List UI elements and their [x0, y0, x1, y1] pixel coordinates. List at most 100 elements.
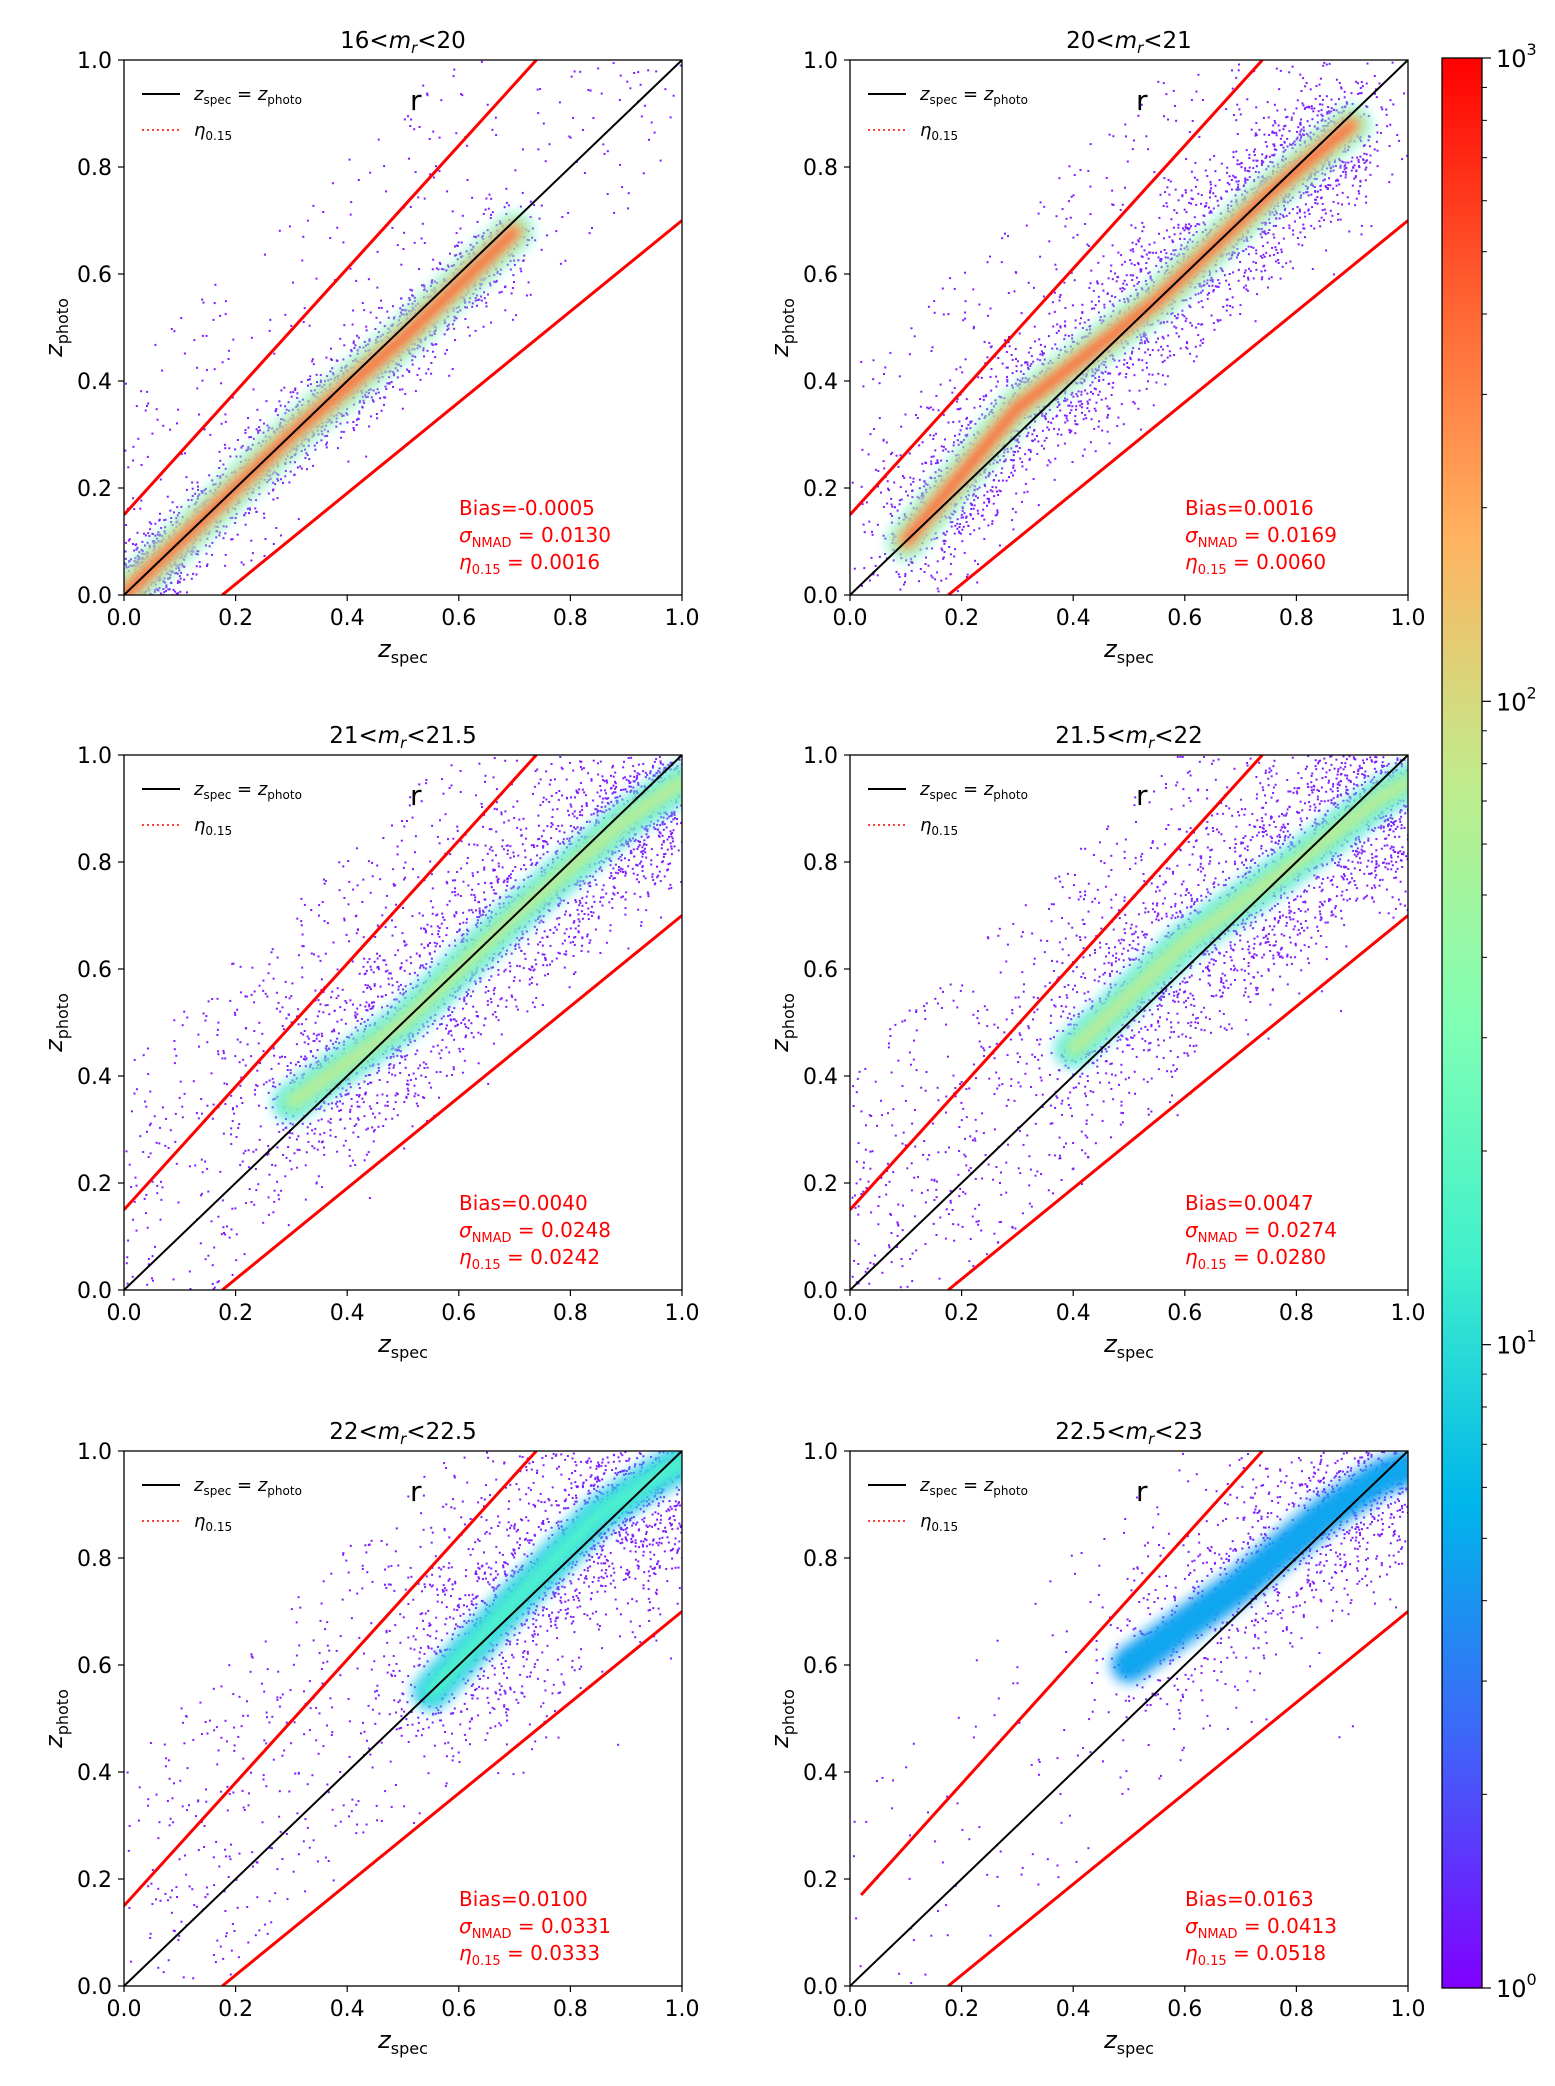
scatter-point: [1105, 177, 1108, 179]
scatter-point: [214, 283, 217, 286]
scatter-point: [359, 399, 361, 402]
scatter-point: [1388, 181, 1391, 184]
scatter-point: [1188, 223, 1191, 226]
scatter-point: [248, 436, 251, 439]
scatter-point: [1200, 194, 1203, 197]
scatter-point: [1137, 262, 1140, 264]
scatter-point: [1175, 332, 1178, 335]
scatter-point: [876, 523, 879, 526]
scatter-point: [249, 436, 252, 438]
scatter-point: [1150, 279, 1153, 282]
scatter-point: [672, 94, 675, 97]
scatter-point: [949, 553, 952, 556]
scatter-point: [310, 389, 313, 392]
scatter-point: [1126, 362, 1129, 364]
scatter-point: [358, 412, 361, 415]
scatter-point: [1262, 117, 1265, 119]
scatter-point: [1338, 183, 1341, 186]
scatter-point: [1330, 107, 1333, 110]
scatter-point: [496, 272, 499, 274]
scatter-point: [1320, 119, 1323, 122]
scatter-point: [1321, 209, 1324, 212]
scatter-point: [1111, 244, 1114, 247]
scatter-point: [1074, 432, 1077, 435]
scatter-point: [1194, 185, 1197, 188]
scatter-point: [964, 317, 967, 320]
scatter-point: [1235, 76, 1238, 79]
scatter-point: [1148, 251, 1151, 254]
scatter-point: [408, 299, 411, 302]
scatter-point: [1226, 298, 1229, 301]
scatter-point: [1091, 374, 1094, 377]
scatter-point: [1099, 316, 1102, 319]
scatter-point: [1213, 328, 1216, 331]
scatter-point: [1178, 335, 1180, 338]
scatter-point: [619, 163, 622, 166]
scatter-point: [1355, 80, 1358, 83]
scatter-point: [1206, 293, 1209, 296]
scatter-point: [1006, 447, 1009, 450]
scatter-point: [976, 488, 979, 491]
scatter-point: [943, 551, 946, 553]
scatter-point: [125, 382, 127, 385]
scatter-point: [961, 509, 964, 512]
scatter-point: [483, 291, 485, 294]
scatter-point: [1369, 154, 1372, 157]
scatter-point: [284, 470, 287, 472]
scatter-point: [1197, 73, 1200, 76]
scatter-point: [1197, 292, 1200, 295]
scatter-point: [330, 359, 333, 361]
scatter-point: [361, 302, 364, 304]
scatter-point: [1253, 148, 1256, 151]
scatter-point: [414, 355, 417, 358]
scatter-point: [1243, 286, 1245, 289]
scatter-point: [1010, 354, 1013, 356]
scatter-point: [290, 324, 293, 327]
scatter-point: [393, 316, 396, 319]
scatter-point: [1058, 299, 1061, 302]
scatter-point: [1022, 373, 1025, 375]
scatter-point: [157, 589, 159, 592]
scatter-point: [1149, 277, 1152, 280]
scatter-point: [203, 428, 206, 431]
scatter-point: [655, 70, 658, 73]
scatter-point: [890, 521, 893, 524]
scatter-point: [961, 540, 964, 543]
scatter-point: [1028, 457, 1031, 460]
scatter-point: [1177, 313, 1180, 316]
scatter-point: [1116, 425, 1119, 428]
scatter-point: [882, 438, 885, 441]
scatter-point: [252, 437, 255, 440]
scatter-point: [1131, 148, 1134, 151]
scatter-point: [1005, 366, 1008, 369]
scatter-point: [952, 513, 955, 516]
scatter-point: [1120, 403, 1123, 406]
scatter-point: [1081, 303, 1084, 306]
scatter-point: [877, 485, 879, 488]
scatter-point: [1033, 340, 1036, 343]
scatter-point: [919, 405, 922, 408]
scatter-point: [365, 396, 368, 399]
scatter-point: [1201, 342, 1204, 344]
scatter-point: [521, 148, 524, 151]
scatter-point: [435, 267, 438, 270]
scatter-point: [941, 287, 944, 290]
scatter-point: [963, 502, 966, 504]
scatter-point: [1122, 423, 1125, 426]
scatter-point: [1157, 372, 1160, 375]
scatter-point: [1299, 73, 1302, 76]
scatter-point: [1063, 281, 1066, 284]
scatter-point: [996, 509, 999, 512]
scatter-point: [1051, 347, 1054, 350]
scatter-point: [534, 239, 537, 242]
scatter-point: [989, 255, 991, 258]
scatter-point: [977, 376, 980, 379]
scatter-point: [1007, 341, 1010, 344]
scatter-point: [862, 385, 865, 388]
scatter-point: [1306, 186, 1309, 189]
scatter-point: [132, 543, 134, 545]
scatter-point: [271, 489, 274, 492]
scatter-point: [185, 476, 188, 479]
scatter-point: [1169, 180, 1172, 183]
scatter-point: [1263, 231, 1266, 234]
